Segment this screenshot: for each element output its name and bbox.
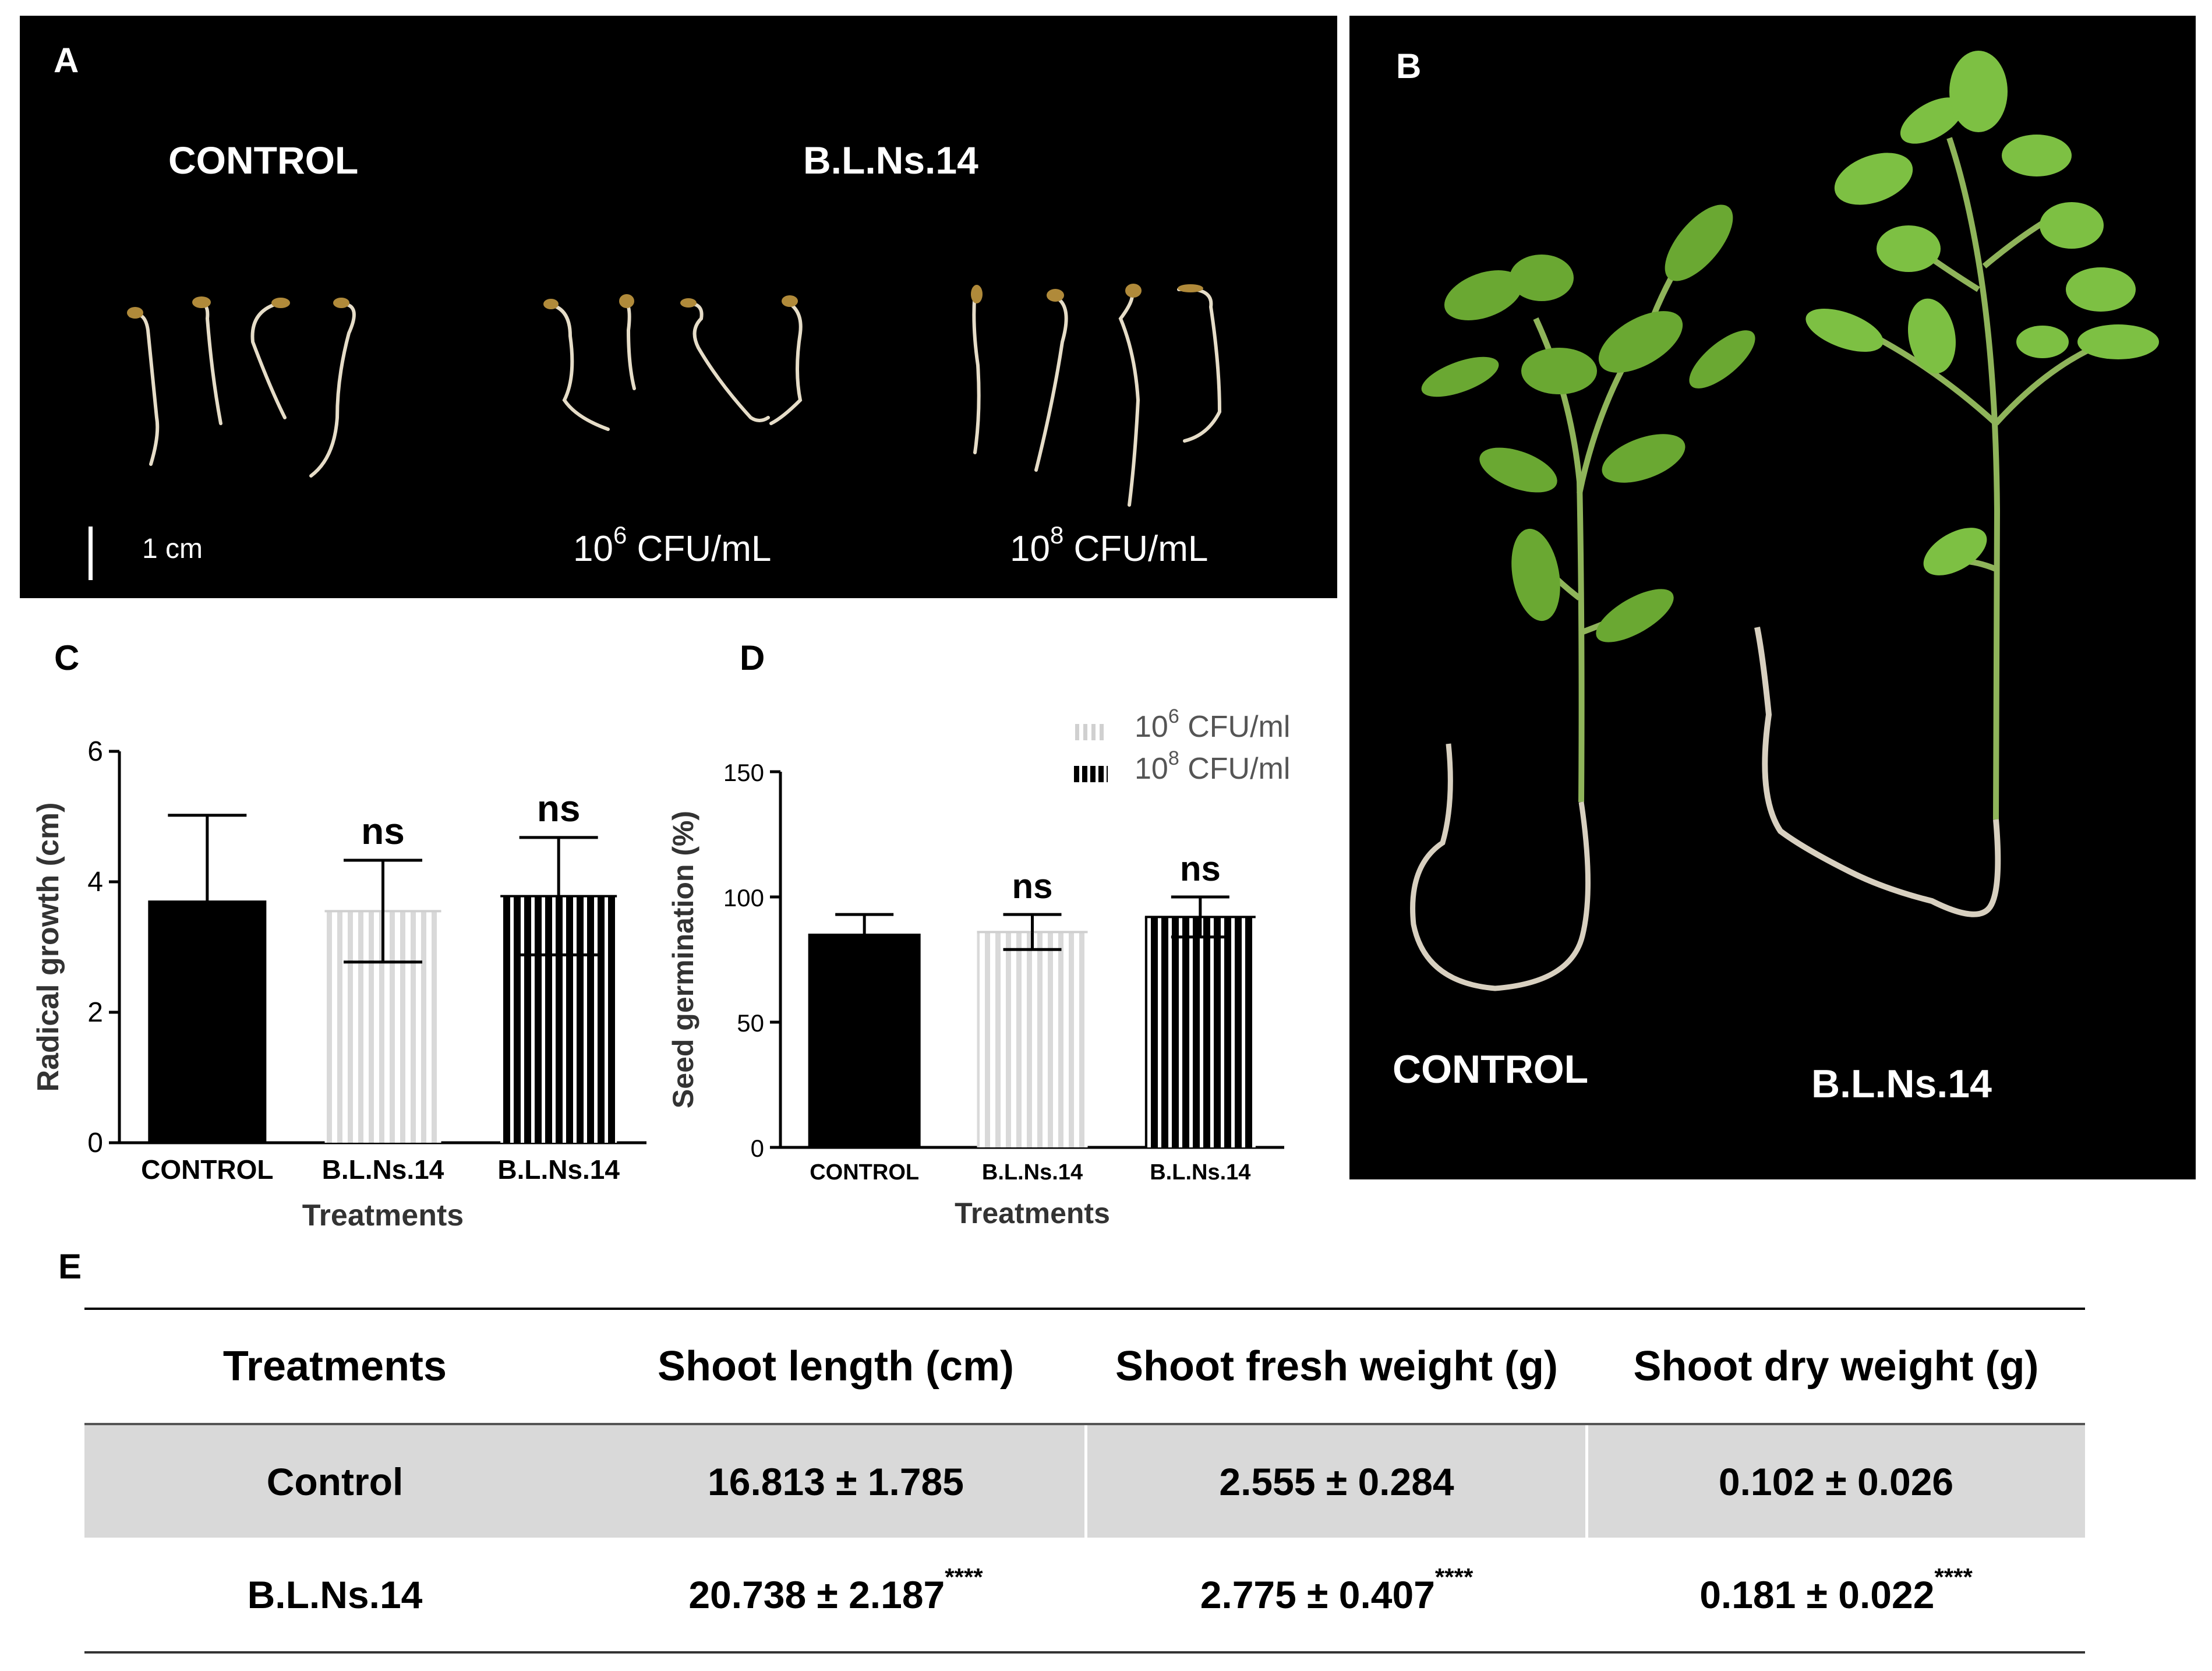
category-label: CONTROL xyxy=(141,1154,273,1185)
header-treatments: Treatments xyxy=(222,1343,447,1390)
panel-a-photo: A CONTROL B.L.Ns.14 xyxy=(20,16,1337,598)
y-tick-label: 50 xyxy=(737,1009,764,1037)
seed-germination-chart: 0 50 100 150 CONTROL ns B.L.Ns.14 ns B.L.Ns.14 Tr… xyxy=(667,759,1284,1230)
category-label: B.L.Ns.14 xyxy=(982,1160,1083,1185)
plants-illustration xyxy=(1410,51,2159,991)
significance-label: ns xyxy=(537,787,581,829)
y-tick-label: 150 xyxy=(723,759,764,786)
header-dry-weight: Shoot dry weight (g) xyxy=(1633,1343,2039,1390)
panel-e-label: E xyxy=(58,1247,82,1286)
dose-high-label: 108 CFU/mL xyxy=(1010,521,1209,569)
dose-low-label: 106 CFU/mL xyxy=(573,521,772,569)
table-top-rule xyxy=(84,1308,2085,1310)
legend-swatch-high xyxy=(1072,766,1108,782)
y-tick-label: 100 xyxy=(723,884,764,912)
table-bottom-rule xyxy=(84,1651,2085,1654)
y-tick-label: 0 xyxy=(751,1135,764,1162)
scale-bar-label: 1 cm xyxy=(142,534,203,564)
legend-label-high: 108 CFU/ml xyxy=(1135,747,1291,786)
cell-divider xyxy=(1084,1425,1087,1538)
row-bl-length: 20.738 ± 2.187 **** xyxy=(688,1563,983,1616)
category-label: B.L.Ns.14 xyxy=(322,1154,444,1185)
panel-d-label: D xyxy=(740,638,765,677)
significance-label: ns xyxy=(1012,867,1052,906)
treatment-title: B.L.Ns.14 xyxy=(803,139,978,182)
cell-divider xyxy=(1585,1425,1588,1538)
bar xyxy=(977,932,1088,1147)
radical-growth-chart: 0 2 4 6 CONTROL ns B.L.Ns.14 ns B.L.Ns.14 Treatme… xyxy=(31,736,646,1232)
y-tick-label: 2 xyxy=(87,997,103,1028)
significance-label: ns xyxy=(361,810,405,852)
panel-b-treatment-label: B.L.Ns.14 xyxy=(1811,1062,1992,1106)
panel-b-control-label: CONTROL xyxy=(1393,1047,1589,1091)
panel-a-label: A xyxy=(54,41,79,80)
significance-label: ns xyxy=(1180,849,1221,888)
x-axis-label: Treatments xyxy=(302,1199,464,1232)
legend-swatch-low xyxy=(1072,724,1108,740)
y-axis-label: Radical growth (cm) xyxy=(31,803,65,1092)
row-control-name: Control xyxy=(266,1460,404,1503)
y-axis-label: Seed germination (%) xyxy=(667,811,699,1108)
legend-label-low: 106 CFU/ml xyxy=(1135,705,1291,744)
seedlings-illustration xyxy=(89,284,1222,580)
row-control-dry: 0.102 ± 0.026 xyxy=(1718,1460,1954,1503)
header-fresh-weight: Shoot fresh weight (g) xyxy=(1115,1343,1558,1390)
y-tick-label: 4 xyxy=(87,867,103,898)
table-header-rule xyxy=(84,1423,2085,1425)
y-tick-label: 6 xyxy=(87,736,103,767)
header-shoot-length: Shoot length (cm) xyxy=(658,1343,1014,1390)
category-label: CONTROL xyxy=(810,1160,919,1185)
control-title: CONTROL xyxy=(168,139,359,182)
y-tick-label: 0 xyxy=(87,1128,103,1158)
panel-b-label: B xyxy=(1396,47,1422,86)
row-bl-dry: 0.181 ± 0.022 **** xyxy=(1699,1563,1973,1616)
bar xyxy=(808,934,921,1149)
row-bl-fresh: 2.775 ± 0.407 **** xyxy=(1200,1563,1474,1616)
row-control-fresh: 2.555 ± 0.284 xyxy=(1219,1460,1454,1503)
row-control-length: 16.813 ± 1.785 xyxy=(708,1460,964,1503)
panel-c-label: C xyxy=(54,638,80,677)
bar xyxy=(1144,917,1256,1147)
category-label: B.L.Ns.14 xyxy=(1150,1160,1250,1185)
table-header-row: Treatments Shoot length (cm) Shoot fresh… xyxy=(84,1310,2085,1423)
dose-legend xyxy=(1072,724,1108,782)
row-bl-name: B.L.Ns.14 xyxy=(247,1573,423,1616)
bar xyxy=(148,900,267,1144)
table-row: B.L.Ns.14 20.738 ± 2.187 **** 2.775 ± 0.4… xyxy=(84,1538,2085,1651)
x-axis-label: Treatments xyxy=(955,1197,1110,1230)
table-row: Control 16.813 ± 1.785 2.555 ± 0.284 0.1… xyxy=(84,1425,2085,1538)
category-label: B.L.Ns.14 xyxy=(497,1154,620,1185)
panel-b-photo: B xyxy=(1349,16,2196,1179)
